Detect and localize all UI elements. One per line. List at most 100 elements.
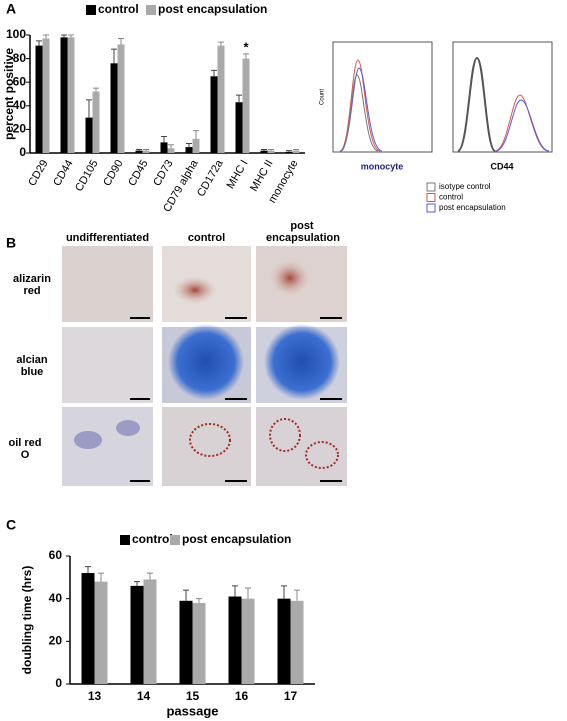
nucleus <box>74 431 102 449</box>
y-tick-label: 60 <box>13 74 27 88</box>
error-bar <box>211 69 217 77</box>
row-label: alizarin red <box>13 273 51 297</box>
error-bar <box>243 53 249 59</box>
legend-swatch <box>426 193 436 202</box>
legend-swatch <box>146 5 156 15</box>
column-header: control <box>187 232 226 244</box>
bar <box>179 600 193 684</box>
micrograph <box>62 327 153 403</box>
y-tick-label: 40 <box>13 98 27 112</box>
bar <box>167 148 175 153</box>
bar <box>110 63 118 153</box>
x-tick-label: MHC I <box>225 158 251 191</box>
stain <box>305 441 339 469</box>
error-bar <box>111 48 117 64</box>
legend-label: post encapsulation <box>158 2 267 16</box>
error-bar <box>85 566 91 574</box>
flow-curve <box>340 74 379 152</box>
x-tick-label: MHC II <box>248 158 276 194</box>
flow-curve <box>457 56 496 152</box>
bar <box>60 37 68 153</box>
flow-curve <box>495 99 550 152</box>
flow-y-label: Count <box>320 89 326 105</box>
error-bar <box>161 135 167 143</box>
stain <box>269 418 301 452</box>
y-axis-label: percent positive <box>2 48 16 140</box>
micrograph <box>162 407 251 486</box>
legend-label: post encapsulation <box>439 203 506 212</box>
error-bar <box>261 148 267 151</box>
x-axis-label: passage <box>166 703 218 718</box>
panel-label: B <box>6 235 16 251</box>
legend-swatch <box>426 203 436 213</box>
flow-curve <box>494 94 549 152</box>
y-tick-label: 40 <box>49 591 63 605</box>
panel-label: C <box>6 517 16 533</box>
bar <box>67 37 75 153</box>
error-bar <box>98 572 104 582</box>
x-tick-label: CD45 <box>126 158 150 188</box>
y-tick-label: 100 <box>6 27 26 41</box>
scale-bars <box>130 317 342 482</box>
error-bar <box>293 148 299 151</box>
x-tick-label: 17 <box>284 689 298 703</box>
error-bar <box>183 589 189 601</box>
x-tick-label: CD73 <box>151 158 175 188</box>
bar <box>135 150 143 153</box>
bar <box>242 58 250 153</box>
legend-swatch <box>86 5 96 15</box>
bar <box>117 44 125 153</box>
error-bar <box>268 148 274 151</box>
flow-frame <box>452 41 553 153</box>
bar <box>185 147 193 153</box>
bar <box>94 581 108 684</box>
error-bar <box>93 87 99 92</box>
error-bar <box>43 34 49 39</box>
legend-label: isotype control <box>439 182 491 191</box>
error-bar <box>168 144 174 149</box>
flow-x-label: monocyte <box>361 161 404 171</box>
x-tick-label: CD29 <box>26 158 50 188</box>
row-label: oil red O <box>8 437 42 461</box>
error-bar <box>286 150 292 152</box>
bar <box>160 142 168 153</box>
flow-curve <box>339 59 381 152</box>
error-bar <box>118 38 124 45</box>
legend-label: post encapsulation <box>182 532 291 546</box>
row-label: alcian blue <box>16 354 48 378</box>
annotation: * <box>243 39 249 54</box>
error-bar <box>147 572 153 580</box>
stain <box>264 324 340 400</box>
x-tick-label: 14 <box>137 689 151 703</box>
y-axis-label: doubling time (hrs) <box>20 566 34 675</box>
bar <box>192 602 206 684</box>
bar <box>142 150 150 153</box>
bar <box>81 573 95 684</box>
bar <box>267 150 275 153</box>
error-bar <box>196 598 202 603</box>
bar <box>42 38 50 153</box>
bar <box>290 600 304 684</box>
x-tick-label: CD44 <box>51 158 75 188</box>
x-tick-label: CD90 <box>101 158 125 188</box>
legend-label: control <box>439 193 463 202</box>
micrograph <box>62 407 153 486</box>
error-bar <box>143 148 149 151</box>
bar <box>292 150 300 153</box>
bar <box>92 91 100 153</box>
column-header: undifferentiated <box>65 232 150 244</box>
y-tick-label: 60 <box>49 548 63 562</box>
bar <box>35 45 43 154</box>
x-tick-label: 16 <box>235 689 249 703</box>
micrographs <box>62 246 347 486</box>
panel-label: A <box>6 1 16 17</box>
legend-label: control <box>98 2 139 16</box>
error-bar <box>86 99 92 118</box>
error-bar <box>36 40 42 46</box>
bar <box>217 45 225 154</box>
error-bar <box>68 34 74 38</box>
legend-label: control <box>132 532 173 546</box>
bar <box>228 596 242 684</box>
error-bar <box>281 585 287 599</box>
